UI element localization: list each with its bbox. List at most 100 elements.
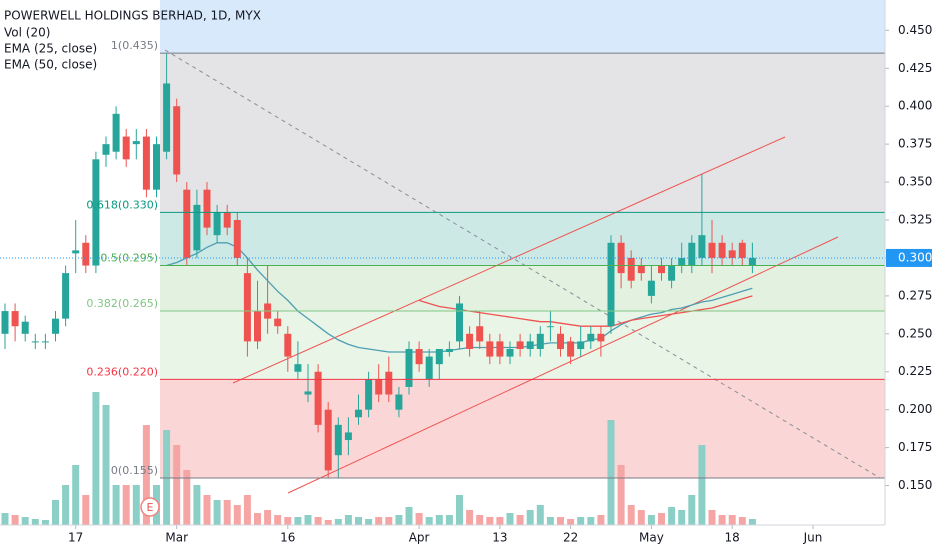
candle-body bbox=[52, 318, 59, 334]
y-tick-label: 0.225 bbox=[898, 364, 932, 378]
candle-body bbox=[233, 220, 241, 258]
y-tick-label: 0.175 bbox=[898, 440, 932, 454]
candle-body bbox=[577, 341, 585, 349]
volume-bar bbox=[445, 515, 453, 525]
candle-body bbox=[41, 341, 49, 343]
ema-lines bbox=[166, 242, 753, 353]
volume-bar bbox=[466, 510, 474, 525]
candle-body bbox=[435, 348, 443, 365]
candle-body bbox=[203, 189, 211, 228]
volume-bar bbox=[173, 445, 181, 525]
candle-body bbox=[112, 113, 120, 152]
volume bbox=[1, 392, 756, 525]
volume-bar bbox=[546, 517, 554, 525]
candle-body bbox=[1, 311, 9, 334]
volume-bar bbox=[304, 515, 312, 525]
candle-body bbox=[132, 141, 140, 145]
fib-top-band bbox=[160, 0, 885, 54]
volume-bar bbox=[385, 517, 393, 525]
candle-body bbox=[607, 242, 615, 327]
volume-bar bbox=[132, 485, 140, 525]
volume-bar bbox=[72, 465, 80, 525]
candle-body bbox=[506, 348, 514, 357]
candle-body bbox=[587, 333, 595, 342]
volume-bar bbox=[486, 517, 494, 525]
volume-bar bbox=[456, 495, 463, 525]
x-tick-label: Apr bbox=[409, 531, 430, 545]
y-tick-label: 0.325 bbox=[898, 213, 932, 227]
volume-bar bbox=[122, 485, 130, 525]
volume-bar bbox=[344, 515, 352, 525]
fib-band bbox=[160, 265, 885, 312]
volume-bar bbox=[688, 495, 696, 525]
candle-body bbox=[728, 250, 736, 258]
candle-body bbox=[274, 318, 282, 327]
volume-bar bbox=[567, 519, 575, 525]
volume-bar bbox=[82, 495, 90, 525]
candle-body bbox=[223, 212, 231, 228]
candle-body bbox=[486, 341, 494, 357]
volume-bar bbox=[637, 510, 645, 525]
earnings-marker[interactable] bbox=[140, 497, 160, 517]
earnings-marker-label: E bbox=[147, 501, 154, 514]
volume-bar bbox=[102, 405, 110, 525]
candle-body bbox=[647, 280, 655, 296]
candle-body bbox=[183, 189, 191, 258]
volume-bar bbox=[31, 519, 39, 525]
volume-bar bbox=[516, 515, 524, 525]
candle-body bbox=[627, 257, 635, 281]
ema-line bbox=[418, 295, 753, 327]
volume-bar bbox=[678, 510, 686, 525]
candle-body bbox=[72, 250, 80, 254]
volume-bar bbox=[536, 505, 544, 525]
candle-body bbox=[314, 371, 322, 425]
last-price-box bbox=[886, 248, 932, 267]
fib-bands bbox=[160, 0, 885, 478]
volume-bar bbox=[193, 485, 201, 525]
volume-bar bbox=[627, 505, 635, 525]
candle-body bbox=[82, 242, 90, 266]
fib-level-label: 0.382(0.265) bbox=[86, 297, 158, 310]
candle-body bbox=[193, 204, 201, 251]
fib-level-label: 0(0.155) bbox=[111, 464, 158, 477]
channel-upper bbox=[232, 136, 786, 384]
candle-body bbox=[294, 364, 302, 372]
volume-bar bbox=[223, 500, 231, 525]
candle-body bbox=[476, 326, 484, 342]
candle-body bbox=[92, 159, 100, 266]
candle-body bbox=[688, 242, 696, 266]
candle-body bbox=[365, 379, 373, 410]
candle-body bbox=[597, 333, 605, 342]
candle-body bbox=[496, 341, 504, 357]
volume-bar bbox=[112, 485, 120, 525]
legend-entry: EMA (50, close) bbox=[4, 58, 97, 72]
candle-body bbox=[355, 409, 362, 418]
candle-body bbox=[21, 321, 29, 334]
candle-body bbox=[637, 265, 645, 274]
volume-bar bbox=[668, 507, 676, 525]
x-tick-label: Mar bbox=[165, 531, 188, 545]
candle-body bbox=[153, 144, 160, 190]
x-tick-label: 22 bbox=[563, 531, 578, 545]
candle-body bbox=[526, 341, 534, 349]
candle-body bbox=[658, 265, 665, 274]
candle-body bbox=[708, 242, 716, 258]
volume-bar bbox=[324, 520, 332, 525]
volume-bar bbox=[647, 515, 655, 525]
legend-entry: EMA (25, close) bbox=[4, 42, 97, 56]
volume-bar bbox=[294, 517, 302, 525]
volume-bar bbox=[254, 513, 261, 525]
volume-bar bbox=[718, 515, 726, 525]
volume-bar bbox=[92, 392, 100, 525]
volume-bar bbox=[243, 495, 251, 525]
volume-bar bbox=[405, 507, 413, 525]
volume-bar bbox=[314, 517, 322, 525]
volume-bar bbox=[11, 515, 19, 525]
volume-bar bbox=[365, 519, 373, 525]
fib-band bbox=[160, 379, 885, 478]
y-tick-label: 0.200 bbox=[898, 402, 932, 416]
volume-bar bbox=[658, 513, 665, 525]
fib-level-label: 0.236(0.220) bbox=[86, 365, 158, 378]
